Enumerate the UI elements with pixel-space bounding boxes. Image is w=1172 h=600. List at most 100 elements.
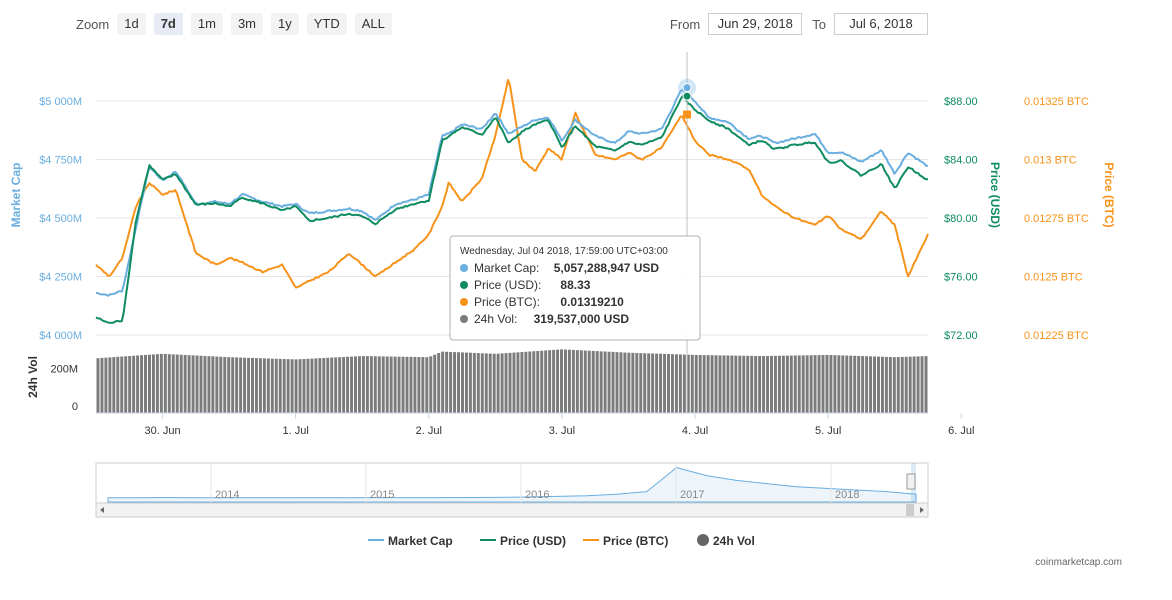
tooltip-label: Price (BTC): <box>474 295 540 309</box>
navigator-label: 2016 <box>525 489 549 501</box>
tooltip-label: Market Cap: <box>474 261 539 275</box>
volume-bar <box>678 354 682 413</box>
volume-bar <box>639 353 643 413</box>
zoom-all-button[interactable]: ALL <box>354 13 392 35</box>
navigator-label: 2018 <box>835 489 859 501</box>
volume-bar <box>286 359 290 413</box>
volume-bar <box>282 359 286 413</box>
volume-bar <box>219 356 223 413</box>
volume-bar <box>235 357 239 413</box>
volume-bar <box>191 355 195 413</box>
price-usd-tick: $80.00 <box>944 213 978 225</box>
volume-bar <box>888 357 892 413</box>
tooltip-box <box>449 235 701 341</box>
legend: Market Cap Price (USD) Price (BTC) 24h Vol <box>368 534 755 548</box>
volume-bar <box>603 351 607 413</box>
volume-bar <box>615 352 619 413</box>
zoom-1y-button[interactable]: 1y <box>271 13 299 35</box>
volume-bar <box>548 350 552 413</box>
volume-axis-title: 24h Vol <box>26 356 40 398</box>
volume-bar <box>306 358 310 413</box>
volume-bar <box>698 355 702 413</box>
volume-bar <box>199 355 203 413</box>
series-lines <box>95 79 929 324</box>
volume-bar <box>690 354 694 413</box>
tooltip-value: 0.01319210 <box>560 295 624 309</box>
volume-bar <box>445 351 449 413</box>
navigator-label: 2014 <box>215 489 239 501</box>
volume-bar <box>441 351 445 413</box>
volume-bar <box>175 354 179 413</box>
price-btc-tick: 0.01325 BTC <box>1024 96 1089 108</box>
volume-bar <box>833 355 837 413</box>
volume-bar <box>357 356 361 413</box>
volume-bar <box>492 353 496 413</box>
volume-bar <box>734 355 738 413</box>
volume-bar <box>829 355 833 413</box>
navigator[interactable]: 2014 2015 2016 2017 2018 <box>95 462 929 518</box>
volume-bar <box>413 356 417 413</box>
volume-bar <box>516 352 520 413</box>
volume-bar <box>845 355 849 413</box>
volume-bar <box>120 356 124 413</box>
volume-bar <box>623 352 627 413</box>
tooltip-value: 5,057,288,947 USD <box>554 261 660 275</box>
volume-bar <box>595 351 599 413</box>
market-cap-tick: $4 250M <box>39 272 82 284</box>
volume-bar <box>128 356 132 413</box>
volume-bar <box>849 355 853 413</box>
volume-bars <box>96 349 928 413</box>
volume-bar <box>369 356 373 413</box>
tooltip-crosshair <box>678 52 697 413</box>
legend-label: 24h Vol <box>713 534 755 548</box>
zoom-7d-button[interactable]: 7d <box>153 13 183 35</box>
price-usd-tick: $88.00 <box>944 96 978 108</box>
volume-bar <box>314 358 318 413</box>
volume-bar <box>900 356 904 413</box>
volume-bar <box>361 356 365 413</box>
volume-bar <box>766 355 770 413</box>
volume-bar <box>809 355 813 413</box>
volume-bar <box>552 349 556 413</box>
volume-bar <box>904 356 908 413</box>
volume-bar <box>500 353 504 413</box>
volume-bar <box>136 355 140 413</box>
zoom-1m-button[interactable]: 1m <box>190 13 223 35</box>
volume-bar <box>508 352 512 413</box>
volume-tick: 200M <box>50 363 78 375</box>
volume-bar <box>583 350 587 413</box>
market-cap-tick: $4 000M <box>39 330 82 342</box>
volume-bar <box>544 350 548 413</box>
legend-marker <box>697 534 709 546</box>
tooltip-marker <box>460 315 468 323</box>
from-date-input[interactable]: Jun 29, 2018 <box>708 13 803 35</box>
to-date-input[interactable]: Jul 6, 2018 <box>834 13 928 35</box>
volume-bar <box>330 357 334 413</box>
volume-bar <box>694 354 698 413</box>
volume-bar <box>480 353 484 413</box>
volume-bar <box>770 355 773 413</box>
volume-bar <box>183 354 187 413</box>
volume-bar <box>556 349 560 413</box>
price-btc-tick: 0.0125 BTC <box>1024 272 1083 284</box>
tooltip-label: 24h Vol: <box>474 312 517 326</box>
volume-bar <box>817 355 821 413</box>
volume-bar <box>663 353 667 413</box>
zoom-ytd-button[interactable]: YTD <box>306 13 347 35</box>
zoom-3m-button[interactable]: 3m <box>230 13 263 35</box>
volume-bar <box>488 353 492 413</box>
volume-bar <box>754 355 758 413</box>
volume-bar <box>389 356 393 413</box>
volume-bar <box>643 353 647 413</box>
volume-bar <box>813 355 817 413</box>
volume-bar <box>560 349 564 413</box>
zoom-1d-button[interactable]: 1d <box>117 13 146 35</box>
time-axis: 30. Jun 1. Jul 2. Jul 3. Jul 4. Jul 5. Jul 6. … <box>145 413 974 437</box>
volume-bar <box>924 356 928 413</box>
credit-text: coinmarketcap.com <box>1035 557 1122 568</box>
tooltip-marker <box>460 281 468 289</box>
volume-bar <box>750 355 754 413</box>
volume-bar <box>163 353 167 413</box>
volume-bar <box>449 351 453 413</box>
